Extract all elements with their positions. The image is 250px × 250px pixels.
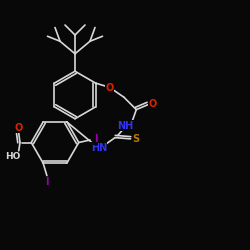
Text: NH: NH [118,121,134,131]
Text: HO: HO [6,152,21,161]
Text: I: I [46,177,49,187]
Text: S: S [132,134,140,144]
Text: I: I [94,134,97,144]
Text: O: O [105,82,114,92]
Text: O: O [149,99,157,109]
Text: HN: HN [91,142,107,152]
Text: O: O [14,123,23,133]
